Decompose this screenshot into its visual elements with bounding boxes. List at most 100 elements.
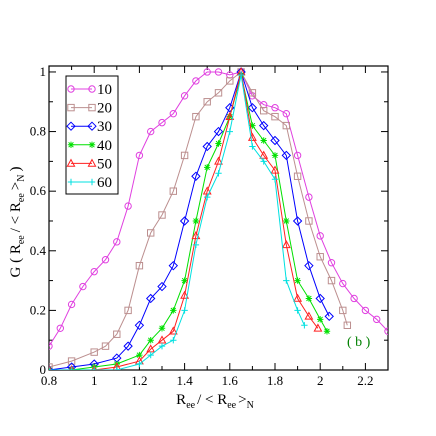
legend-item-30: 30	[66, 119, 112, 135]
data-point	[294, 307, 301, 314]
data-point	[192, 217, 200, 225]
legend-item-10: 10	[67, 82, 112, 98]
data-point	[282, 109, 290, 118]
legend-item-20: 20	[67, 101, 112, 117]
data-point	[91, 366, 98, 370]
data-point	[292, 216, 303, 226]
data-point	[237, 71, 245, 79]
data-point	[305, 193, 313, 201]
data-point	[136, 360, 143, 368]
data-point	[283, 217, 290, 225]
data-point	[158, 211, 166, 219]
data-point	[136, 351, 143, 359]
data-point	[226, 77, 234, 85]
data-point	[157, 281, 167, 292]
data-point	[169, 187, 178, 195]
data-point	[101, 342, 110, 350]
data-point	[226, 128, 233, 135]
legend: 10 20 30 40 50 60	[65, 75, 119, 195]
panel-label: ( b )	[347, 335, 371, 350]
series-line-50	[49, 71, 319, 370]
data-point	[281, 239, 291, 249]
data-point	[191, 171, 201, 181]
data-point	[170, 307, 177, 314]
data-point	[135, 261, 144, 270]
data-point	[281, 150, 292, 161]
x-axis: 0.8 1 1.2 1.4 1.6 1.8 2 2.2	[41, 66, 374, 388]
data-point	[123, 341, 133, 351]
data-point	[192, 112, 200, 121]
y-axis-label: G ( Ree/ < Ree>N)	[8, 167, 27, 278]
data-point	[225, 111, 235, 120]
data-point	[247, 103, 258, 113]
data-point	[361, 306, 370, 315]
data-point	[145, 293, 156, 304]
data-point	[180, 151, 189, 160]
data-point	[215, 140, 222, 147]
legend-label: 60	[97, 175, 112, 191]
data-point	[204, 193, 211, 201]
y-tick-label: 0.2	[30, 302, 46, 317]
data-point	[90, 348, 98, 356]
data-point	[68, 366, 75, 370]
series-line-30	[49, 70, 330, 370]
data-point	[168, 260, 179, 271]
x-tick-label: 2	[317, 373, 324, 388]
data-point	[305, 217, 313, 225]
x-axis-label: Ree / < Ree >N	[176, 392, 254, 411]
data-point	[214, 68, 223, 76]
series-line-60	[49, 74, 305, 370]
data-point	[192, 241, 200, 249]
data-point	[147, 127, 155, 136]
data-point	[313, 323, 323, 332]
legend-label: 40	[97, 138, 112, 154]
legend-label: 10	[97, 82, 112, 98]
data-point	[293, 151, 302, 160]
data-point	[204, 164, 211, 171]
data-point	[170, 336, 177, 344]
data-point	[180, 290, 190, 299]
legend-item-50: 50	[66, 156, 112, 172]
x-tick-label: 1.4	[176, 373, 193, 388]
legend-marker	[88, 141, 96, 148]
data-point	[168, 326, 178, 335]
data-point	[270, 135, 280, 146]
legend-marker	[88, 85, 96, 93]
legend-marker	[87, 158, 97, 167]
data-point	[147, 336, 154, 344]
legend-label: 50	[97, 156, 112, 172]
series-line-20	[49, 71, 348, 368]
data-point	[179, 216, 190, 226]
data-point	[202, 141, 212, 152]
data-point	[90, 267, 98, 276]
data-point	[283, 277, 290, 284]
data-point	[192, 77, 200, 85]
y-tick-label: 0.6	[30, 183, 47, 198]
y-tick-label: 0.8	[30, 124, 46, 139]
data-point	[384, 327, 388, 335]
legend-marker	[67, 103, 75, 112]
legend-marker	[67, 85, 75, 93]
legend-marker	[66, 121, 76, 131]
data-point	[304, 260, 314, 271]
data-point	[327, 259, 336, 267]
series-50	[49, 67, 323, 370]
data-point	[214, 89, 223, 97]
legend-item-60: 60	[67, 175, 112, 191]
x-tick-label: 1.6	[222, 373, 239, 388]
data-point	[249, 122, 256, 129]
data-point	[373, 315, 381, 324]
data-point	[327, 276, 336, 285]
data-point	[215, 170, 222, 177]
data-point	[249, 143, 256, 150]
data-point	[203, 98, 211, 106]
data-point	[181, 277, 188, 284]
data-point	[214, 156, 223, 165]
legend-item-40: 40	[67, 138, 112, 154]
data-point	[124, 306, 132, 315]
data-point	[56, 324, 64, 332]
series-line-10	[49, 71, 388, 347]
legend-marker	[87, 121, 97, 131]
legend-label: 30	[97, 119, 112, 135]
data-point	[315, 293, 325, 304]
